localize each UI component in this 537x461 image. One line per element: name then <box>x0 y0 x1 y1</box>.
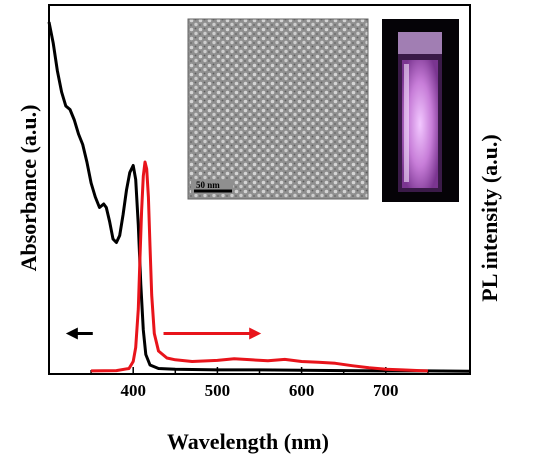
x-tick-label: 600 <box>289 381 315 400</box>
x-axis-title: Wavelength (nm) <box>167 429 329 454</box>
scale-bar-label: 50 nm <box>196 180 220 190</box>
axis-arrows <box>65 327 262 340</box>
right-arrow-head <box>249 327 262 340</box>
x-tick-label: 700 <box>373 381 399 400</box>
x-tick-label: 400 <box>120 381 146 400</box>
left-arrow-head <box>65 327 78 340</box>
y-axis-title-right: PL intensity (a.u.) <box>477 134 502 301</box>
y-axis-title-left: Absorbance (a.u.) <box>16 105 41 272</box>
pl-line <box>91 160 428 373</box>
tem-inset: 50 nm <box>187 18 369 200</box>
x-ticks: 400 500 600 700 <box>90 367 429 400</box>
absorbance-line <box>47 21 471 373</box>
x-tick-label: 500 <box>205 381 231 400</box>
cuvette-highlight <box>404 64 409 182</box>
tem-image <box>187 18 369 200</box>
cuvette-inset <box>382 19 459 202</box>
cuvette-cap <box>398 32 442 54</box>
